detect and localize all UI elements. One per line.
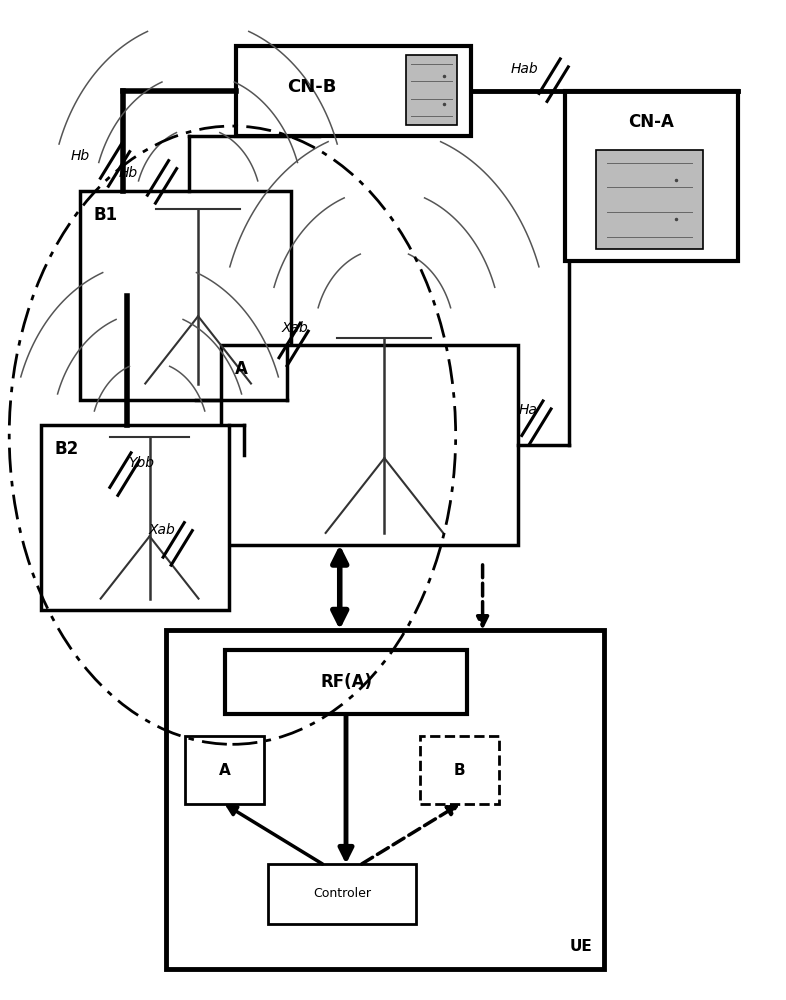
Text: Xab: Xab [149, 523, 175, 537]
Bar [225, 650, 468, 714]
Bar [166, 630, 604, 969]
Text: UE: UE [570, 939, 593, 954]
Text: A: A [219, 763, 230, 778]
Text: B1: B1 [94, 206, 118, 224]
Bar [79, 191, 291, 400]
Text: B: B [454, 763, 465, 778]
Bar [185, 736, 264, 804]
Bar [221, 345, 518, 545]
Text: CN-A: CN-A [629, 113, 674, 131]
Text: B2: B2 [55, 440, 79, 458]
Text: CN-B: CN-B [287, 78, 336, 96]
Text: Hb: Hb [119, 166, 138, 180]
Bar [237, 46, 472, 136]
Text: Hb: Hb [70, 149, 90, 163]
Bar [597, 150, 703, 249]
Text: Hab: Hab [510, 62, 538, 76]
Bar [268, 864, 417, 924]
Text: Controler: Controler [313, 887, 371, 900]
Text: Ha: Ha [518, 403, 537, 417]
Text: Ybb: Ybb [128, 456, 154, 470]
Bar [41, 425, 229, 610]
Bar [421, 736, 499, 804]
Bar [565, 91, 737, 261]
Bar [406, 55, 457, 125]
Text: A: A [235, 360, 248, 378]
Text: RF(A): RF(A) [320, 673, 372, 691]
Text: Xab: Xab [282, 321, 309, 335]
